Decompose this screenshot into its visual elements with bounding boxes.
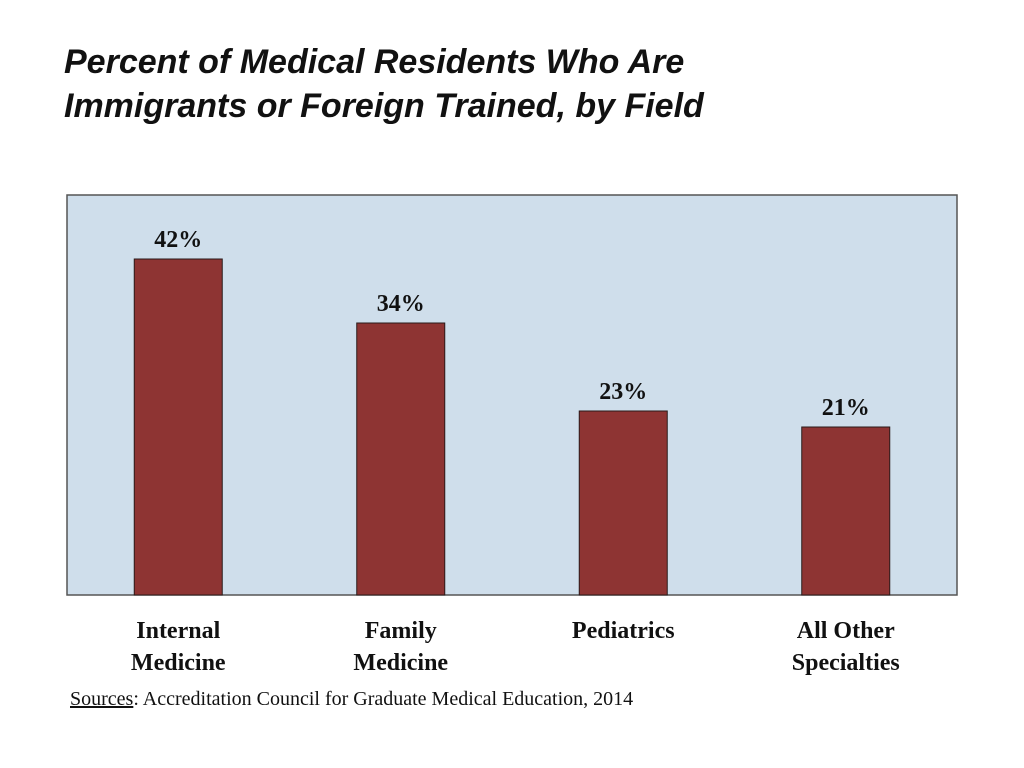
category-label-2: Family Medicine: [353, 618, 448, 676]
data-label-3: 23%: [599, 379, 647, 405]
category-label-1: Internal Medicine: [131, 618, 226, 676]
source-text: : Accreditation Council for Graduate Med…: [133, 688, 634, 710]
bar-4: [801, 426, 891, 596]
category-label-line: Family: [365, 618, 437, 644]
data-label-2: 34%: [377, 291, 425, 317]
category-label-3: Pediatrics: [572, 618, 675, 644]
chart-title-line-2: Immigrants or Foreign Trained, by Field: [64, 87, 704, 125]
data-label-4: 21%: [822, 395, 870, 421]
bar-3: [578, 410, 668, 596]
data-label-1: 42%: [154, 227, 202, 253]
chart-title-line-1: Percent of Medical Residents Who Are: [64, 43, 685, 81]
category-label-4: All Other Specialties: [792, 618, 900, 676]
category-label-line: Medicine: [353, 650, 448, 676]
source-label: Sources: [70, 688, 134, 710]
chart-title: Percent of Medical Residents Who Are Imm…: [64, 40, 964, 128]
category-label-line: Internal: [136, 618, 220, 644]
category-label-line: All Other: [797, 618, 895, 644]
bar-1: [133, 258, 223, 596]
category-label-line: Specialties: [792, 650, 900, 676]
category-label-line: Medicine: [131, 650, 226, 676]
category-label-line: Pediatrics: [572, 618, 675, 644]
bar-2: [356, 322, 446, 596]
source-note: Sources: Accreditation Council for Gradu…: [70, 688, 633, 711]
